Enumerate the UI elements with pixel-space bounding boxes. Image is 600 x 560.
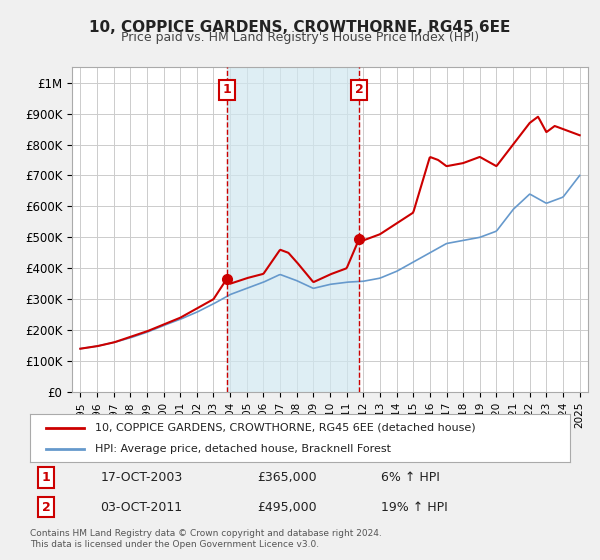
Text: 2: 2 [355,83,364,96]
Text: Contains HM Land Registry data © Crown copyright and database right 2024.
This d: Contains HM Land Registry data © Crown c… [30,529,382,549]
Text: 6% ↑ HPI: 6% ↑ HPI [381,471,440,484]
Text: £365,000: £365,000 [257,471,316,484]
Text: Price paid vs. HM Land Registry's House Price Index (HPI): Price paid vs. HM Land Registry's House … [121,31,479,44]
Text: 1: 1 [42,471,50,484]
Text: £495,000: £495,000 [257,501,316,514]
Text: 1: 1 [222,83,231,96]
Text: 2: 2 [42,501,50,514]
Bar [227,67,359,392]
Text: 19% ↑ HPI: 19% ↑ HPI [381,501,448,514]
Text: HPI: Average price, detached house, Bracknell Forest: HPI: Average price, detached house, Brac… [95,444,391,454]
Text: 17-OCT-2003: 17-OCT-2003 [100,471,182,484]
Text: 10, COPPICE GARDENS, CROWTHORNE, RG45 6EE (detached house): 10, COPPICE GARDENS, CROWTHORNE, RG45 6E… [95,423,475,433]
Text: 03-OCT-2011: 03-OCT-2011 [100,501,182,514]
Text: 10, COPPICE GARDENS, CROWTHORNE, RG45 6EE: 10, COPPICE GARDENS, CROWTHORNE, RG45 6E… [89,20,511,35]
